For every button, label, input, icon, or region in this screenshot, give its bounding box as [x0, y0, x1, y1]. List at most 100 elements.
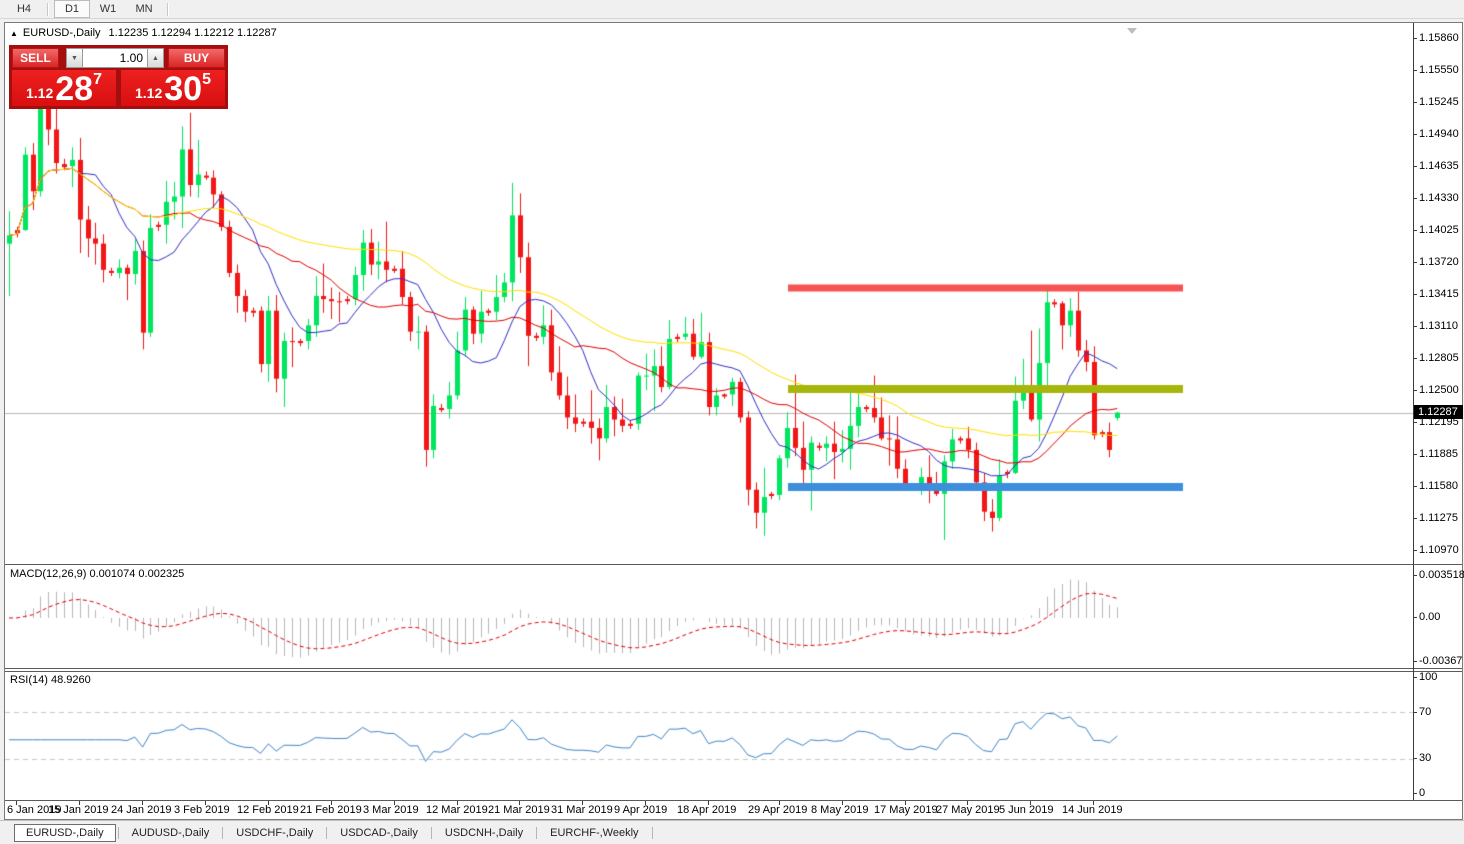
- price-axis-tick: [1413, 326, 1417, 327]
- price-axis-label: 1.11275: [1419, 512, 1458, 524]
- macd-indicator-label: MACD(12,26,9) 0.001074 0.002325: [10, 568, 185, 580]
- date-axis-label: 15 Jan 2019: [48, 804, 109, 816]
- timeframe-toolbar: H4 D1 W1 MN: [0, 0, 1464, 19]
- price-axis-tick: [1413, 518, 1417, 519]
- rsi-axis-tick: [1413, 758, 1417, 759]
- bottom-tab-usdcnh[interactable]: USDCNH-,Daily: [444, 826, 524, 839]
- macd-axis-label: 0.003518: [1419, 569, 1464, 581]
- volume-increase-button[interactable]: ▲: [147, 48, 164, 68]
- toolbar-separator: [167, 2, 169, 16]
- price-axis-label: 1.12805: [1419, 352, 1459, 364]
- macd-axis-tick: [1413, 575, 1417, 576]
- spin-down-icon: ▼: [71, 54, 78, 62]
- bottom-tab-usdchf[interactable]: USDCHF-,Daily: [236, 826, 314, 839]
- main-macd-splitter[interactable]: [5, 564, 1462, 565]
- rsi-axis-tick: [1413, 712, 1417, 713]
- chart-header: ▲ EURUSD-,Daily 1.12235 1.12294 1.12212 …: [10, 27, 277, 39]
- rsi-axis-label: 100: [1419, 671, 1438, 683]
- bottom-tab-audusd[interactable]: AUDUSD-,Daily: [131, 826, 210, 839]
- tab-separator: [430, 826, 432, 839]
- date-axis-tick: [1030, 801, 1031, 805]
- price-axis-tick: [1413, 70, 1417, 71]
- price-axis-label: 1.14635: [1419, 160, 1459, 172]
- date-axis-tick: [1093, 801, 1094, 805]
- rsi-axis-tick: [1413, 677, 1417, 678]
- date-axis-tick: [582, 801, 583, 805]
- date-axis-tick: [842, 801, 843, 805]
- date-axis-tick: [205, 801, 206, 805]
- date-axis-label: 3 Feb 2019: [174, 804, 230, 816]
- price-axis-label: 1.14025: [1419, 224, 1459, 236]
- date-axis-label: 6 Jan 2019: [7, 804, 62, 816]
- timeframe-button-d1[interactable]: D1: [54, 0, 90, 18]
- macd-axis-tick: [1413, 617, 1417, 618]
- price-axis-tick: [1413, 454, 1417, 455]
- date-axis-label: 5 Jun 2019: [999, 804, 1054, 816]
- bottom-tab-eurchf[interactable]: EURCHF-,Weekly: [550, 826, 639, 839]
- price-axis-label: 1.13720: [1419, 256, 1459, 268]
- price-axis-tick: [1413, 294, 1417, 295]
- price-axis-label: 1.15550: [1419, 64, 1459, 76]
- timeframe-button-mn[interactable]: MN: [135, 3, 153, 15]
- timeframe-button-h4[interactable]: H4: [16, 3, 32, 15]
- tab-separator: [222, 826, 224, 839]
- rsi-axis-label: 0: [1419, 787, 1426, 799]
- buy-price-prefix: 1.12: [135, 85, 163, 101]
- tab-separator: [536, 826, 538, 839]
- rsi-dateaxis-separator: [5, 800, 1462, 801]
- rsi-axis-tick: [1413, 793, 1417, 794]
- buy-price-big: 30: [164, 70, 203, 108]
- price-axis-tick: [1413, 550, 1417, 551]
- sell-price-big: 28: [55, 70, 94, 108]
- date-axis-tick: [779, 801, 780, 805]
- date-axis-label: 27 May 2019: [936, 804, 1000, 816]
- date-axis-label: 3 Mar 2019: [363, 804, 419, 816]
- price-axis-label: 1.15245: [1419, 96, 1459, 108]
- symbol-tab-bar: EURUSD-,Daily AUDUSD-,Daily USDCHF-,Daily U…: [0, 820, 1464, 844]
- date-axis-label: 31 Mar 2019: [551, 804, 613, 816]
- sell-price-pip: 7: [93, 71, 102, 88]
- macd-axis-label: 0.00: [1419, 611, 1441, 623]
- price-axis-tick: [1413, 358, 1417, 359]
- sell-button[interactable]: SELL: [12, 48, 59, 68]
- price-axis-label: 1.13110: [1419, 320, 1458, 332]
- sell-price-prefix: 1.12: [26, 85, 54, 101]
- date-axis-tick: [905, 801, 906, 805]
- date-axis-tick: [967, 801, 968, 805]
- date-axis-label: 29 Apr 2019: [748, 804, 808, 816]
- volume-input[interactable]: [83, 48, 147, 68]
- chart-plot-area[interactable]: [5, 23, 1413, 800]
- price-axis-border: [1413, 23, 1414, 800]
- date-axis-tick: [16, 801, 17, 805]
- volume-decrease-button[interactable]: ▼: [66, 48, 83, 68]
- bottom-tab-usdcad[interactable]: USDCAD-,Daily: [340, 826, 418, 839]
- rsi-axis-label: 70: [1419, 706, 1432, 718]
- chart-shift-marker-icon: [1127, 28, 1137, 34]
- date-axis-label: 17 May 2019: [874, 804, 938, 816]
- macd-rsi-splitter[interactable]: [5, 668, 1462, 669]
- buy-price-display[interactable]: 1.12 30 5: [121, 70, 225, 106]
- date-axis-tick: [519, 801, 520, 805]
- chart-symbol-label: EURUSD-,Daily: [22, 27, 101, 39]
- timeframe-button-w1[interactable]: W1: [99, 3, 117, 15]
- rsi-axis-label: 30: [1419, 752, 1432, 764]
- price-axis-tick: [1413, 262, 1417, 263]
- date-axis-label: 14 Jun 2019: [1062, 804, 1123, 816]
- current-price-tag: 1.12287: [1414, 405, 1463, 419]
- date-axis-label: 18 Apr 2019: [677, 804, 737, 816]
- date-axis-label: 9 Apr 2019: [614, 804, 668, 816]
- price-axis-tick: [1413, 102, 1417, 103]
- price-axis-label: 1.11580: [1419, 480, 1458, 492]
- date-axis-label: 12 Feb 2019: [237, 804, 299, 816]
- price-axis-tick: [1413, 390, 1417, 391]
- price-axis-label: 1.11885: [1419, 448, 1458, 460]
- buy-button[interactable]: BUY: [168, 48, 225, 68]
- price-axis-tick: [1413, 134, 1417, 135]
- date-axis-tick: [708, 801, 709, 805]
- bottom-tab-eurusd[interactable]: EURUSD-,Daily: [14, 823, 116, 842]
- date-axis: 6 Jan 2019 15 Jan 2019 24 Jan 2019 3 Feb 20…: [5, 801, 1462, 819]
- date-axis-tick: [268, 801, 269, 805]
- buy-price-pip: 5: [202, 71, 211, 88]
- sell-price-display[interactable]: 1.12 28 7: [12, 70, 116, 106]
- price-axis-tick: [1413, 486, 1417, 487]
